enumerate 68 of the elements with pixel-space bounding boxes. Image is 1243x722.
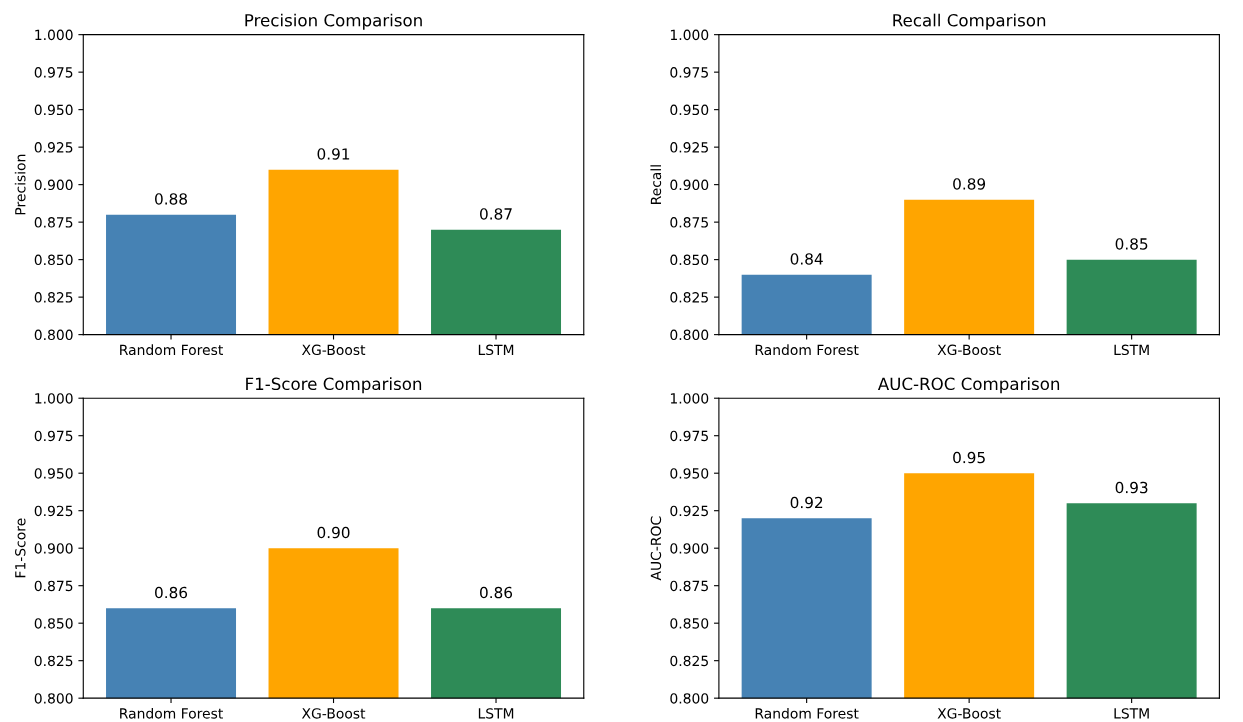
x-tick-label: Random Forest xyxy=(755,344,859,356)
x-tick-label: XG-Boost xyxy=(301,708,366,719)
y-tick-label: 0.950 xyxy=(34,468,73,479)
y-tick-label: 0.800 xyxy=(670,329,709,341)
y-tick-label: 0.875 xyxy=(34,217,73,228)
data-label: 0.91 xyxy=(317,148,350,160)
y-tick-label: 0.975 xyxy=(34,67,73,78)
y-tick-label: 1.000 xyxy=(35,393,73,404)
y-tick-label: 0.850 xyxy=(34,254,73,266)
y-axis-title: AUC-ROC xyxy=(650,516,662,581)
x-tick-label: LSTM xyxy=(1114,344,1149,356)
y-tick-label: 0.925 xyxy=(34,142,73,153)
y-axis-title: F1-Score xyxy=(15,518,26,578)
y-tick-label: 0.925 xyxy=(670,505,708,517)
data-label: 0.88 xyxy=(155,193,187,205)
y-tick-label: 1.000 xyxy=(670,393,709,404)
data-label: 0.92 xyxy=(790,496,823,509)
y-tick-label: 0.925 xyxy=(670,142,708,153)
y-tick-label: 0.975 xyxy=(670,67,708,78)
y-tick-label: 0.800 xyxy=(670,693,709,704)
y-axis-title: Precision xyxy=(14,154,26,215)
data-label: 0.86 xyxy=(155,586,188,599)
y-tick-label: 0.950 xyxy=(670,468,709,479)
y-tick-label: 0.800 xyxy=(34,329,73,341)
y-tick-label: 1.000 xyxy=(35,29,73,41)
x-tick-label: LSTM xyxy=(478,708,514,719)
y-tick-label: 0.825 xyxy=(670,292,708,303)
y-tick-label: 0.925 xyxy=(34,505,73,517)
data-label: 0.89 xyxy=(953,178,986,190)
y-tick-label: 0.800 xyxy=(34,693,73,704)
y-tick-label: 0.850 xyxy=(34,618,73,629)
y-tick-label: 0.950 xyxy=(670,104,709,116)
y-tick-label: 0.875 xyxy=(34,580,73,592)
data-label: 0.85 xyxy=(1115,238,1148,250)
y-tick-label: 0.825 xyxy=(34,292,73,303)
y-tick-label: 0.900 xyxy=(670,543,709,554)
y-tick-label: 0.875 xyxy=(670,580,708,592)
y-tick-label: 0.825 xyxy=(34,655,73,667)
data-label: 0.95 xyxy=(953,451,985,464)
y-tick-label: 0.825 xyxy=(670,655,708,667)
y-tick-label: 0.975 xyxy=(670,430,708,442)
x-tick-label: Random Forest xyxy=(755,707,859,719)
data-label: 0.86 xyxy=(480,586,513,599)
y-tick-label: 0.850 xyxy=(670,618,709,629)
y-tick-label: 0.850 xyxy=(670,254,709,266)
chart-title: AUC-ROC Comparison xyxy=(877,377,1060,394)
y-tick-label: 0.950 xyxy=(34,104,73,116)
x-tick-label: LSTM xyxy=(1114,708,1149,719)
data-label: 0.87 xyxy=(480,208,512,220)
chart-title: Precision Comparison xyxy=(245,13,422,30)
y-axis-title: Recall xyxy=(650,165,662,204)
x-tick-label: XG-Boost xyxy=(937,708,1001,719)
chart-title: F1-Score Comparison xyxy=(246,377,422,394)
x-tick-label: XG-Boost xyxy=(301,344,366,356)
y-tick-label: 0.900 xyxy=(670,179,709,191)
x-tick-label: XG-Boost xyxy=(937,344,1001,356)
y-tick-label: 0.975 xyxy=(34,430,73,442)
chart-title: Recall Comparison xyxy=(893,13,1046,30)
x-tick-label: Random Forest xyxy=(120,344,223,356)
y-tick-label: 0.900 xyxy=(34,543,73,554)
y-tick-label: 1.000 xyxy=(670,29,709,41)
data-label: 0.90 xyxy=(317,526,350,539)
data-label: 0.93 xyxy=(1115,481,1148,494)
y-tick-label: 0.900 xyxy=(34,179,73,191)
data-label: 0.84 xyxy=(790,253,823,265)
x-tick-label: Random Forest xyxy=(120,707,223,719)
y-tick-label: 0.875 xyxy=(670,217,708,228)
x-tick-label: LSTM xyxy=(478,344,514,356)
